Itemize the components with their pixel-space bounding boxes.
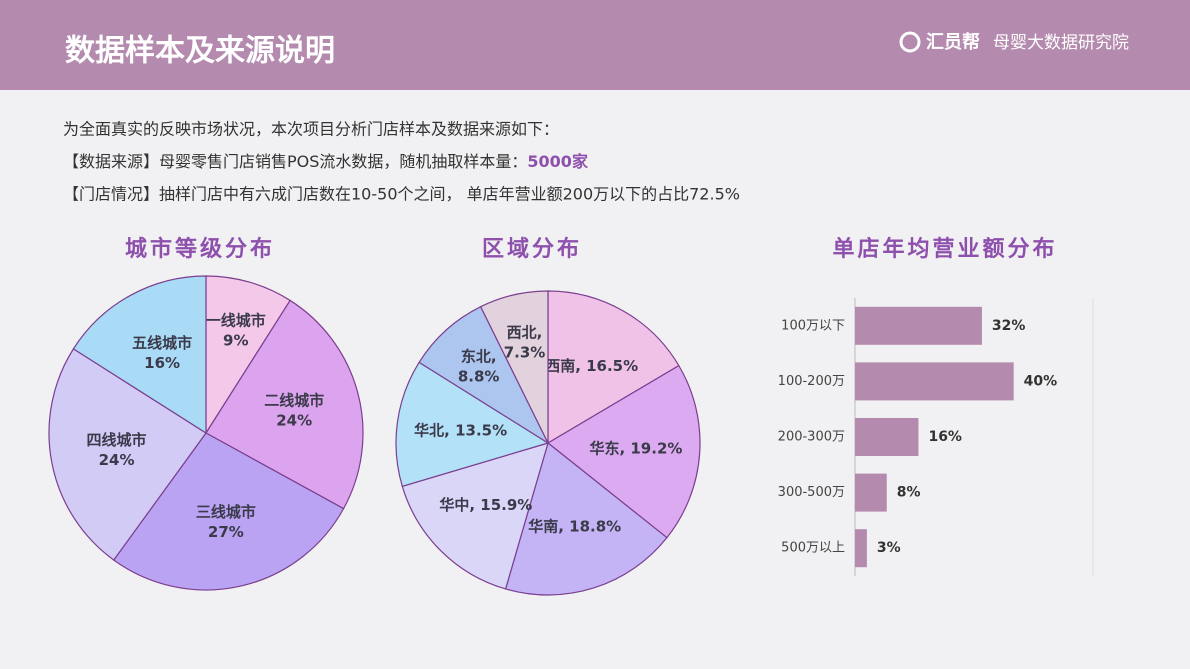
slice-label: 华北, 13.5% [414,422,507,440]
pie-slice [547,290,680,445]
slice-category: 五线城市 [132,334,192,352]
slice-label: 四线城市 24% [87,431,147,469]
pie-slice [205,299,364,510]
pie-slice [48,348,207,561]
slice-label: 华中, 15.9% [439,496,532,514]
pie-slice [72,275,207,435]
slice-label-part: 东北, [461,347,497,365]
slice-label: 西南, 16.5% [545,357,638,375]
slice-label: 二线城市 24% [264,391,324,429]
value-label: 40% [1024,373,1058,389]
y-tick-label: 100-200万 [778,374,845,389]
y-tick-label: 300-500万 [778,485,845,500]
bar [855,306,982,345]
y-tick-label: 200-300万 [778,430,845,445]
pie-slice [479,290,549,444]
chart-title: 城市等级分布 [125,236,275,262]
brand: 汇员帮 [926,31,980,53]
bar [855,418,919,456]
slice-value: 9% [223,331,248,349]
value-label: 3% [877,540,901,556]
brand-sub: 母婴大数据研究院 [993,33,1129,53]
slice-category: 四线城市 [87,431,147,449]
slice-label: 五线城市 16% [132,334,192,372]
slice-label: 东北, 8.8% [458,347,500,385]
pie-slice [205,275,291,436]
pie-slice [401,442,549,590]
chart-title: 区域分布 [482,236,582,262]
slice-label-part: 8.8% [458,367,500,385]
slice-label: 华南, 18.8% [528,518,621,536]
intro-line: 【门店情况】抽样门店中有六成门店数在10-50个之间， 单店年营业额200万以下… [63,185,740,204]
slice-value: 16% [144,354,180,372]
slice-label: 三线城市 27% [196,502,256,540]
slice-category: 三线城市 [196,502,256,520]
value-label: 8% [897,485,921,501]
slice-label: 一线城市 9% [206,311,266,349]
pie-slice [418,305,550,445]
y-tick-label: 500万以上 [781,541,845,556]
slice-value: 24% [99,451,135,469]
header-band [0,0,1190,90]
slice-value: 24% [276,411,312,429]
bar [855,529,867,568]
pie-slice [395,361,550,488]
slice-category: 一线城市 [206,311,266,329]
chart-title: 单店年均营业额分布 [832,236,1057,262]
slice-category: 二线城市 [264,391,324,409]
bar [855,362,1014,401]
slice-label-part: 西北, [507,323,543,341]
slice-label-part: 7.3% [504,343,546,361]
pie-slice [546,364,701,539]
intro-text: 【数据来源】母婴零售门店销售POS流水数据，随机抽取样本量： [63,152,527,171]
intro-line: 为全面真实的反映市场状况，本次项目分析门店样本及数据来源如下： [63,120,559,139]
bar [855,473,887,512]
pie-slice [504,441,668,596]
page-title: 数据样本及来源说明 [65,34,335,69]
slice-label: 华东, 19.2% [589,440,682,458]
value-label: 16% [928,429,962,445]
value-label: 32% [992,318,1026,334]
slice-label: 西北, 7.3% [504,323,546,361]
slice-value: 27% [208,522,244,540]
y-tick-label: 100万以下 [781,318,845,333]
brand-logo [899,31,921,53]
intro-highlight: 5000家 [527,152,589,171]
intro-line: 【数据来源】母婴零售门店销售POS流水数据，随机抽取样本量：5000家 [63,152,589,171]
pie-slice [112,432,345,591]
